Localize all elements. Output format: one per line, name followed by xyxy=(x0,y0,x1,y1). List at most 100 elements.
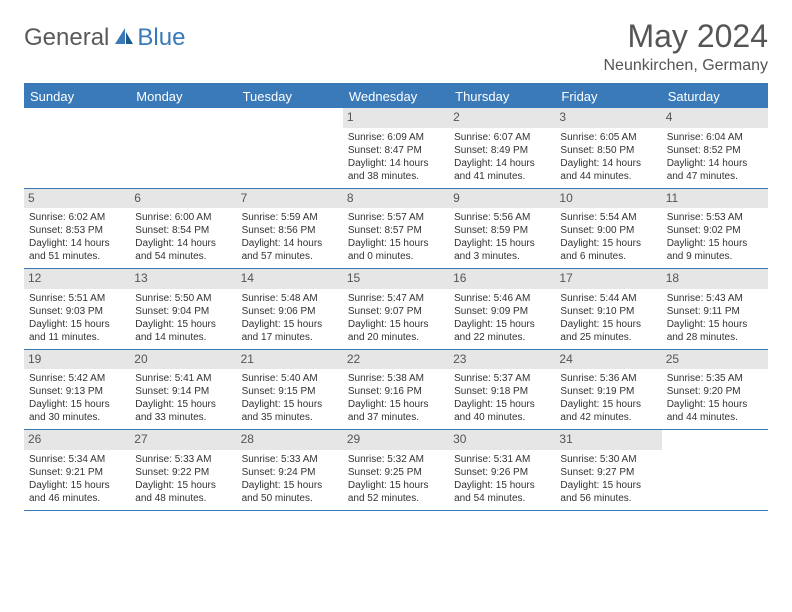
day-number: 8 xyxy=(343,189,449,209)
sunset-line: Sunset: 9:27 PM xyxy=(560,466,656,479)
day-cell: 7 Sunrise: 5:59 AMSunset: 8:56 PMDaylight… xyxy=(237,189,343,269)
sunset-line: Sunset: 8:53 PM xyxy=(29,224,125,237)
day-number: 9 xyxy=(449,189,555,209)
sunrise-line: Sunrise: 6:04 AM xyxy=(667,131,763,144)
sunrise-line: Sunrise: 5:48 AM xyxy=(242,292,338,305)
day-cell: 29Sunrise: 5:32 AMSunset: 9:25 PMDayligh… xyxy=(343,430,449,510)
dow-cell: Thursday xyxy=(449,85,555,108)
logo-text-general: General xyxy=(24,24,109,52)
day-cell xyxy=(130,108,236,188)
sunset-line: Sunset: 9:07 PM xyxy=(348,305,444,318)
dow-cell: Sunday xyxy=(24,85,130,108)
sunrise-line: Sunrise: 5:44 AM xyxy=(560,292,656,305)
day-number xyxy=(237,108,343,112)
daylight-line: Daylight: 15 hours and 40 minutes. xyxy=(454,398,550,424)
day-number xyxy=(662,430,768,434)
day-cell: 25Sunrise: 5:35 AMSunset: 9:20 PMDayligh… xyxy=(662,350,768,430)
dow-cell: Tuesday xyxy=(237,85,343,108)
sunrise-line: Sunrise: 5:38 AM xyxy=(348,372,444,385)
day-cell: 8Sunrise: 5:57 AMSunset: 8:57 PMDaylight… xyxy=(343,189,449,269)
logo: General Blue xyxy=(24,24,185,52)
day-number: 7 xyxy=(237,189,343,209)
day-cell: 12Sunrise: 5:51 AMSunset: 9:03 PMDayligh… xyxy=(24,269,130,349)
sunrise-line: Sunrise: 5:57 AM xyxy=(348,211,444,224)
week-row: 12Sunrise: 5:51 AMSunset: 9:03 PMDayligh… xyxy=(24,269,768,350)
sunrise-line: Sunrise: 6:05 AM xyxy=(560,131,656,144)
day-number: 28 xyxy=(237,430,343,450)
sunrise-line: Sunrise: 5:59 AM xyxy=(242,211,338,224)
day-cell xyxy=(662,430,768,510)
location: Neunkirchen, Germany xyxy=(603,57,768,75)
day-cell: 2Sunrise: 6:07 AMSunset: 8:49 PMDaylight… xyxy=(449,108,555,188)
daylight-line: Daylight: 15 hours and 42 minutes. xyxy=(560,398,656,424)
day-number: 13 xyxy=(130,269,236,289)
sunset-line: Sunset: 9:26 PM xyxy=(454,466,550,479)
dow-cell: Saturday xyxy=(662,85,768,108)
daylight-line: Daylight: 15 hours and 3 minutes. xyxy=(454,237,550,263)
daylight-line: Daylight: 15 hours and 56 minutes. xyxy=(560,479,656,505)
day-number: 16 xyxy=(449,269,555,289)
daylight-line: Daylight: 15 hours and 50 minutes. xyxy=(242,479,338,505)
logo-text-blue: Blue xyxy=(137,24,185,52)
sunset-line: Sunset: 9:02 PM xyxy=(667,224,763,237)
sunrise-line: Sunrise: 5:43 AM xyxy=(667,292,763,305)
sunset-line: Sunset: 9:22 PM xyxy=(135,466,231,479)
day-number: 10 xyxy=(555,189,661,209)
sunset-line: Sunset: 9:19 PM xyxy=(560,385,656,398)
month-title: May 2024 xyxy=(603,18,768,55)
sunset-line: Sunset: 9:15 PM xyxy=(242,385,338,398)
daylight-line: Daylight: 15 hours and 25 minutes. xyxy=(560,318,656,344)
day-cell: 5Sunrise: 6:02 AMSunset: 8:53 PMDaylight… xyxy=(24,189,130,269)
sunrise-line: Sunrise: 5:46 AM xyxy=(454,292,550,305)
day-cell: 10Sunrise: 5:54 AMSunset: 9:00 PMDayligh… xyxy=(555,189,661,269)
day-cell: 18Sunrise: 5:43 AMSunset: 9:11 PMDayligh… xyxy=(662,269,768,349)
sunset-line: Sunset: 9:09 PM xyxy=(454,305,550,318)
sunset-line: Sunset: 9:11 PM xyxy=(667,305,763,318)
sunset-line: Sunset: 8:52 PM xyxy=(667,144,763,157)
calendar: SundayMondayTuesdayWednesdayThursdayFrid… xyxy=(24,83,768,511)
day-number: 3 xyxy=(555,108,661,128)
sunset-line: Sunset: 8:57 PM xyxy=(348,224,444,237)
sunset-line: Sunset: 9:06 PM xyxy=(242,305,338,318)
day-number: 11 xyxy=(662,189,768,209)
day-cell: 14Sunrise: 5:48 AMSunset: 9:06 PMDayligh… xyxy=(237,269,343,349)
daylight-line: Daylight: 14 hours and 57 minutes. xyxy=(242,237,338,263)
daylight-line: Daylight: 15 hours and 46 minutes. xyxy=(29,479,125,505)
day-number: 20 xyxy=(130,350,236,370)
sunset-line: Sunset: 9:18 PM xyxy=(454,385,550,398)
logo-sail-icon xyxy=(113,26,135,51)
day-number: 21 xyxy=(237,350,343,370)
sunset-line: Sunset: 9:13 PM xyxy=(29,385,125,398)
day-number: 19 xyxy=(24,350,130,370)
daylight-line: Daylight: 15 hours and 48 minutes. xyxy=(135,479,231,505)
daylight-line: Daylight: 15 hours and 11 minutes. xyxy=(29,318,125,344)
sunset-line: Sunset: 8:56 PM xyxy=(242,224,338,237)
sunrise-line: Sunrise: 5:54 AM xyxy=(560,211,656,224)
daylight-line: Daylight: 15 hours and 14 minutes. xyxy=(135,318,231,344)
sunrise-line: Sunrise: 6:02 AM xyxy=(29,211,125,224)
day-number xyxy=(130,108,236,112)
sunrise-line: Sunrise: 6:07 AM xyxy=(454,131,550,144)
daylight-line: Daylight: 14 hours and 54 minutes. xyxy=(135,237,231,263)
day-cell: 13Sunrise: 5:50 AMSunset: 9:04 PMDayligh… xyxy=(130,269,236,349)
day-cell: 19Sunrise: 5:42 AMSunset: 9:13 PMDayligh… xyxy=(24,350,130,430)
sunrise-line: Sunrise: 5:32 AM xyxy=(348,453,444,466)
sunrise-line: Sunrise: 6:09 AM xyxy=(348,131,444,144)
sunset-line: Sunset: 9:20 PM xyxy=(667,385,763,398)
daylight-line: Daylight: 14 hours and 41 minutes. xyxy=(454,157,550,183)
daylight-line: Daylight: 14 hours and 38 minutes. xyxy=(348,157,444,183)
daylight-line: Daylight: 15 hours and 22 minutes. xyxy=(454,318,550,344)
day-cell: 21Sunrise: 5:40 AMSunset: 9:15 PMDayligh… xyxy=(237,350,343,430)
day-cell: 31Sunrise: 5:30 AMSunset: 9:27 PMDayligh… xyxy=(555,430,661,510)
sunrise-line: Sunrise: 5:47 AM xyxy=(348,292,444,305)
daylight-line: Daylight: 15 hours and 33 minutes. xyxy=(135,398,231,424)
day-cell: 17Sunrise: 5:44 AMSunset: 9:10 PMDayligh… xyxy=(555,269,661,349)
sunrise-line: Sunrise: 5:42 AM xyxy=(29,372,125,385)
day-number: 15 xyxy=(343,269,449,289)
sunset-line: Sunset: 8:54 PM xyxy=(135,224,231,237)
day-number: 2 xyxy=(449,108,555,128)
dow-cell: Friday xyxy=(555,85,661,108)
sunrise-line: Sunrise: 5:30 AM xyxy=(560,453,656,466)
day-number: 18 xyxy=(662,269,768,289)
day-number: 22 xyxy=(343,350,449,370)
